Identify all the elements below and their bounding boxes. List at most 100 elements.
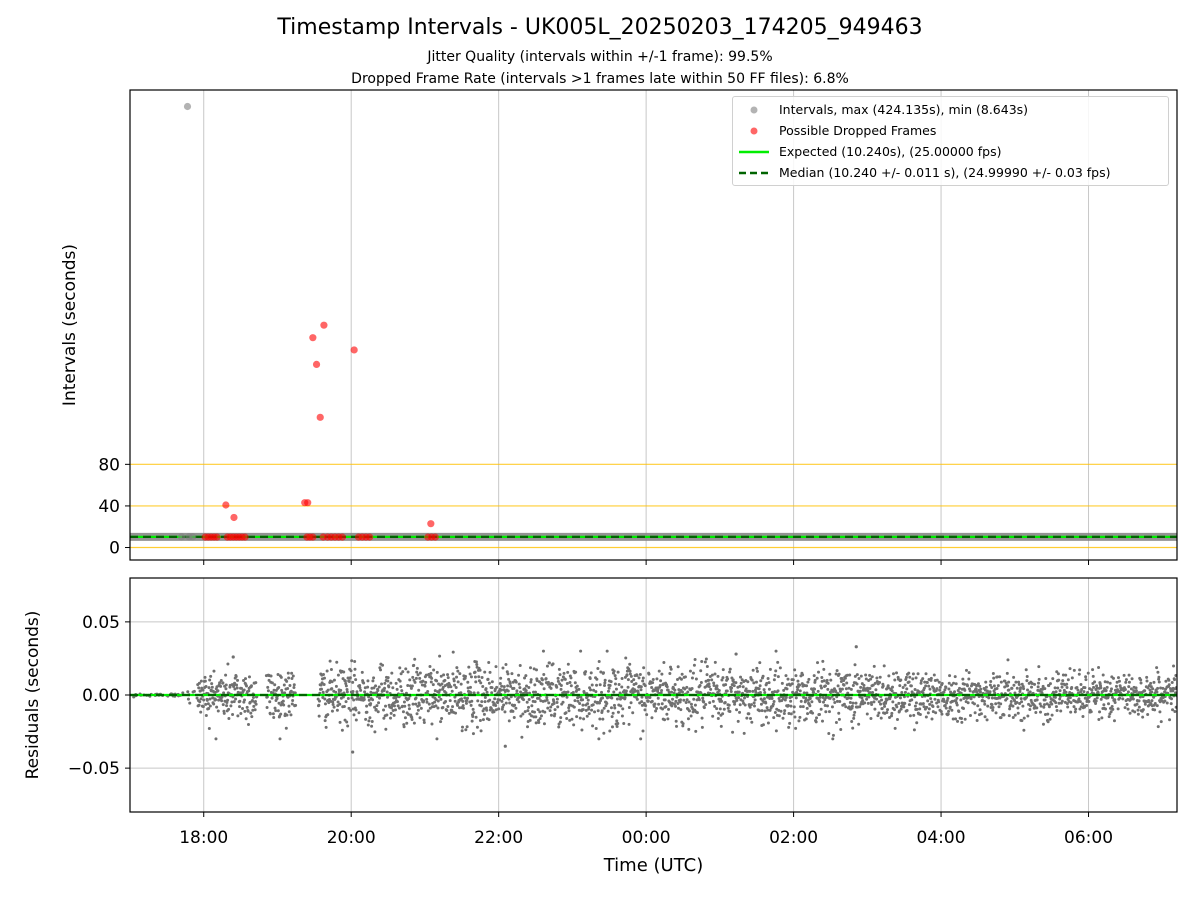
residual-point-396	[345, 720, 349, 724]
residual-point-1417	[683, 675, 687, 679]
residual-point-2819	[1149, 681, 1153, 685]
residual-point-1654	[762, 688, 766, 692]
residual-point-992	[542, 722, 546, 726]
residual-point-74	[206, 702, 210, 706]
residual-point-1289	[641, 729, 645, 733]
residual-point-2275	[968, 689, 972, 693]
residual-point-1806	[813, 687, 817, 691]
residual-point-1140	[592, 688, 596, 692]
residual-point-1422	[685, 698, 689, 702]
residual-point-540	[392, 704, 396, 708]
residual-point-2510	[1046, 720, 1050, 724]
residual-point-949	[528, 718, 532, 722]
residual-point-884	[507, 677, 511, 681]
residual-point-1196	[610, 715, 614, 719]
residual-point-1739	[790, 682, 794, 686]
residual-point-2004	[878, 675, 882, 679]
residual-point-460	[366, 679, 370, 683]
residual-point-2409	[1013, 699, 1017, 703]
residual-point-787	[474, 660, 478, 664]
residual-point-393	[344, 681, 348, 685]
residual-point-798	[478, 668, 482, 672]
residual-point-368	[335, 708, 339, 712]
residual-point-2324	[984, 685, 988, 689]
residual-point-2495	[1041, 684, 1045, 688]
residual-point-788	[475, 663, 479, 667]
chart-title: Timestamp Intervals - UK005L_20250203_17…	[277, 15, 923, 40]
residual-point-2138	[923, 680, 927, 684]
residual-point-1212	[615, 697, 619, 701]
residual-point-2888	[1172, 664, 1176, 668]
residual-point-559	[399, 685, 403, 689]
residual-point-2228	[953, 690, 957, 694]
residual-point-2682	[1103, 680, 1107, 684]
residual-point-1899	[843, 676, 847, 680]
residual-point-1330	[655, 706, 659, 710]
residual-point-2776	[1134, 689, 1138, 693]
residual-point-1368	[667, 690, 671, 694]
residual-point-2767	[1131, 697, 1135, 701]
residuals-ytick-label-0: 0.05	[82, 613, 120, 633]
residual-point-67	[204, 685, 208, 689]
residual-point-774	[470, 719, 474, 723]
residual-point-398	[345, 690, 349, 694]
residual-point-536	[391, 709, 395, 713]
residual-point-1235	[623, 696, 627, 700]
residual-point-2438	[1022, 716, 1026, 720]
residual-point-2368	[999, 716, 1003, 720]
residual-point-1840	[824, 710, 828, 714]
residual-point-34	[181, 691, 185, 695]
residual-point-225	[266, 685, 270, 689]
residual-point-1488	[707, 682, 711, 686]
residual-point-650	[429, 671, 433, 675]
residual-point-762	[466, 686, 470, 690]
residual-point-464	[367, 698, 371, 702]
x-axis-label: Time (UTC)	[603, 855, 704, 876]
residual-point-154	[233, 687, 237, 691]
residual-point-412	[350, 696, 354, 700]
residual-point-469	[369, 690, 373, 694]
residual-point-1009	[548, 709, 552, 713]
residual-point-1827	[819, 686, 823, 690]
residual-point-1852	[828, 672, 832, 676]
residual-point-2137	[922, 686, 926, 690]
residual-point-1798	[810, 700, 814, 704]
residual-point-2633	[1087, 699, 1091, 703]
residual-point-2141	[924, 684, 928, 688]
residual-point-1493	[709, 687, 713, 691]
residual-point-742	[460, 697, 464, 701]
residual-point-1271	[635, 673, 639, 677]
residual-point-882	[506, 672, 510, 676]
residual-point-1490	[708, 701, 712, 705]
residual-point-752	[463, 696, 467, 700]
residual-point-1550	[728, 670, 732, 674]
residual-point-313	[317, 714, 321, 718]
residual-point-975	[537, 721, 541, 725]
residual-point-2083	[904, 675, 908, 679]
residual-point-1661	[764, 715, 768, 719]
residual-point-177	[241, 706, 245, 710]
residual-point-358	[332, 705, 336, 709]
residual-point-2047	[892, 708, 896, 712]
residual-point-1526	[720, 699, 724, 703]
residual-point-1700	[777, 714, 781, 718]
residual-point-1770	[801, 673, 805, 677]
residual-point-624	[420, 683, 424, 687]
residual-point-47	[197, 681, 201, 685]
residual-point-551	[396, 704, 400, 708]
residual-point-1185	[606, 689, 610, 693]
residual-point-2739	[1122, 673, 1126, 677]
residual-point-2225	[952, 681, 956, 685]
residual-point-2250	[960, 720, 964, 724]
residual-point-1210	[615, 719, 619, 723]
residual-point-1004	[546, 680, 550, 684]
residual-point-1184	[606, 709, 610, 713]
residual-point-2539	[1056, 686, 1060, 690]
residual-point-2136	[922, 705, 926, 709]
residual-point-1072	[569, 676, 573, 680]
residual-point-826	[487, 681, 491, 685]
residual-point-2013	[881, 684, 885, 688]
residual-point-1602	[745, 716, 749, 720]
residual-point-1501	[711, 699, 715, 703]
intervals-axes-frame	[129, 89, 1178, 561]
